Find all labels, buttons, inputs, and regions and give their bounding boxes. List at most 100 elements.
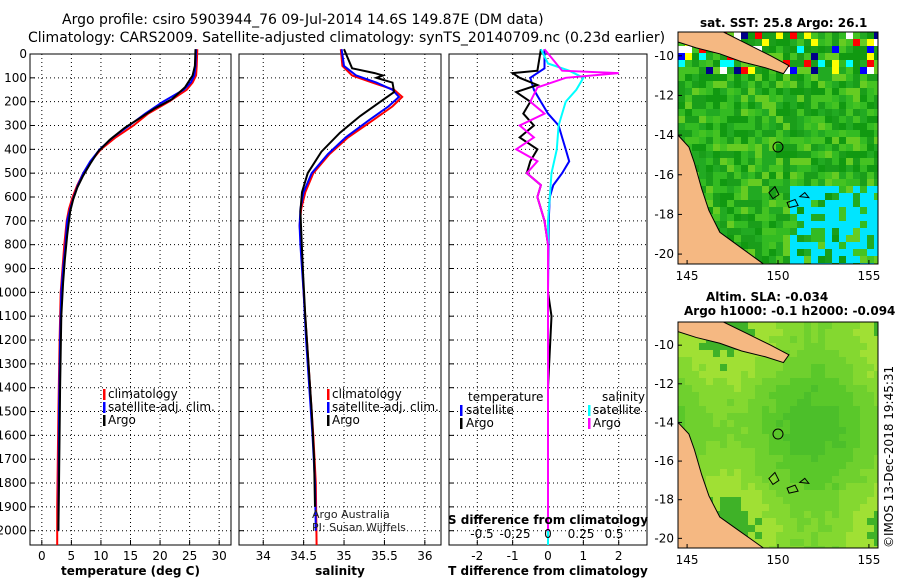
map-cell xyxy=(839,67,846,74)
map-cell xyxy=(769,483,776,490)
map-cell xyxy=(860,228,867,235)
map-cell xyxy=(783,207,790,214)
map-cell xyxy=(867,137,874,144)
map-cell xyxy=(706,123,713,130)
map-cell xyxy=(769,448,776,455)
australia-coast xyxy=(678,421,765,548)
map-cell xyxy=(748,378,755,385)
legend-swatch xyxy=(588,405,591,416)
y-tick-label: 1300 xyxy=(0,357,27,371)
map-cell xyxy=(720,455,727,462)
map-cell xyxy=(832,455,839,462)
map-cell xyxy=(832,343,839,350)
map-cell xyxy=(874,74,878,81)
map-cell xyxy=(720,53,727,60)
map-cell xyxy=(776,518,783,525)
map-cell xyxy=(790,242,797,249)
map-cell xyxy=(804,214,811,221)
map-cell xyxy=(720,95,727,102)
map-cell xyxy=(706,469,713,476)
map-cell xyxy=(776,497,783,504)
map-cell xyxy=(783,151,790,158)
map-cell xyxy=(713,392,720,399)
map-cell xyxy=(748,518,755,525)
map-cell xyxy=(755,518,762,525)
legend-label: Argo xyxy=(108,413,136,427)
map-cell xyxy=(874,32,878,39)
map-cell xyxy=(832,413,839,420)
x-tick-label: -2 xyxy=(471,549,483,563)
map-cell xyxy=(846,67,853,74)
map-cell xyxy=(685,427,692,434)
map-cell xyxy=(811,462,818,469)
map-cell xyxy=(706,200,713,207)
map-cell xyxy=(748,109,755,116)
map-cell xyxy=(874,102,878,109)
map-cell xyxy=(860,546,867,548)
map-cell xyxy=(874,343,878,350)
map-cell xyxy=(692,336,699,343)
map-cell xyxy=(748,221,755,228)
map-cell xyxy=(769,399,776,406)
map-cell xyxy=(867,165,874,172)
map-cell xyxy=(846,242,853,249)
map-cell xyxy=(874,532,878,539)
map-cell xyxy=(720,469,727,476)
map-cell xyxy=(713,172,720,179)
map-cell xyxy=(825,249,832,256)
map-cell xyxy=(846,350,853,357)
map-cell xyxy=(734,186,741,193)
map-cell xyxy=(790,532,797,539)
map-cell xyxy=(706,60,713,67)
map-cell xyxy=(748,39,755,46)
map-cell xyxy=(832,385,839,392)
map-cell xyxy=(783,371,790,378)
map-cell xyxy=(804,67,811,74)
map-cell xyxy=(797,385,804,392)
map-cell xyxy=(769,130,776,137)
map-cell xyxy=(685,385,692,392)
map-cell xyxy=(699,144,706,151)
map-cell xyxy=(874,165,878,172)
y-tick-label: 200 xyxy=(4,95,27,109)
map-cell xyxy=(811,60,818,67)
map-cell xyxy=(769,455,776,462)
map-cell xyxy=(860,329,867,336)
map-cell xyxy=(846,322,853,329)
map-cell xyxy=(741,392,748,399)
map-cell xyxy=(825,399,832,406)
map-cell xyxy=(818,329,825,336)
y-tick-label: 400 xyxy=(4,142,27,156)
map-cell xyxy=(762,109,769,116)
legend-label: climatology xyxy=(108,387,178,401)
map-cell xyxy=(783,130,790,137)
map-cell xyxy=(832,427,839,434)
series-line-argo xyxy=(299,48,396,507)
x-tick-label: 15 xyxy=(123,549,138,563)
map-cell xyxy=(678,95,685,102)
y-tick-label: 1400 xyxy=(0,381,27,395)
map-cell xyxy=(832,378,839,385)
map-cell xyxy=(769,364,776,371)
map-cell xyxy=(825,336,832,343)
map-cell xyxy=(720,144,727,151)
map-cell xyxy=(685,399,692,406)
map-cell xyxy=(825,88,832,95)
map-cell xyxy=(776,151,783,158)
map-cell xyxy=(762,504,769,511)
map-cell xyxy=(762,483,769,490)
map-cell xyxy=(706,95,713,102)
map-cell xyxy=(860,179,867,186)
map-cell xyxy=(678,336,685,343)
map-cell xyxy=(860,165,867,172)
legend-swatch xyxy=(460,405,463,416)
map-cell xyxy=(755,200,762,207)
map-cell xyxy=(832,242,839,249)
map-cell xyxy=(825,532,832,539)
map-cell xyxy=(776,123,783,130)
legend-swatch xyxy=(103,415,106,426)
map-cell xyxy=(797,434,804,441)
map-cell xyxy=(853,221,860,228)
map-cell xyxy=(867,413,874,420)
map-cell xyxy=(776,179,783,186)
